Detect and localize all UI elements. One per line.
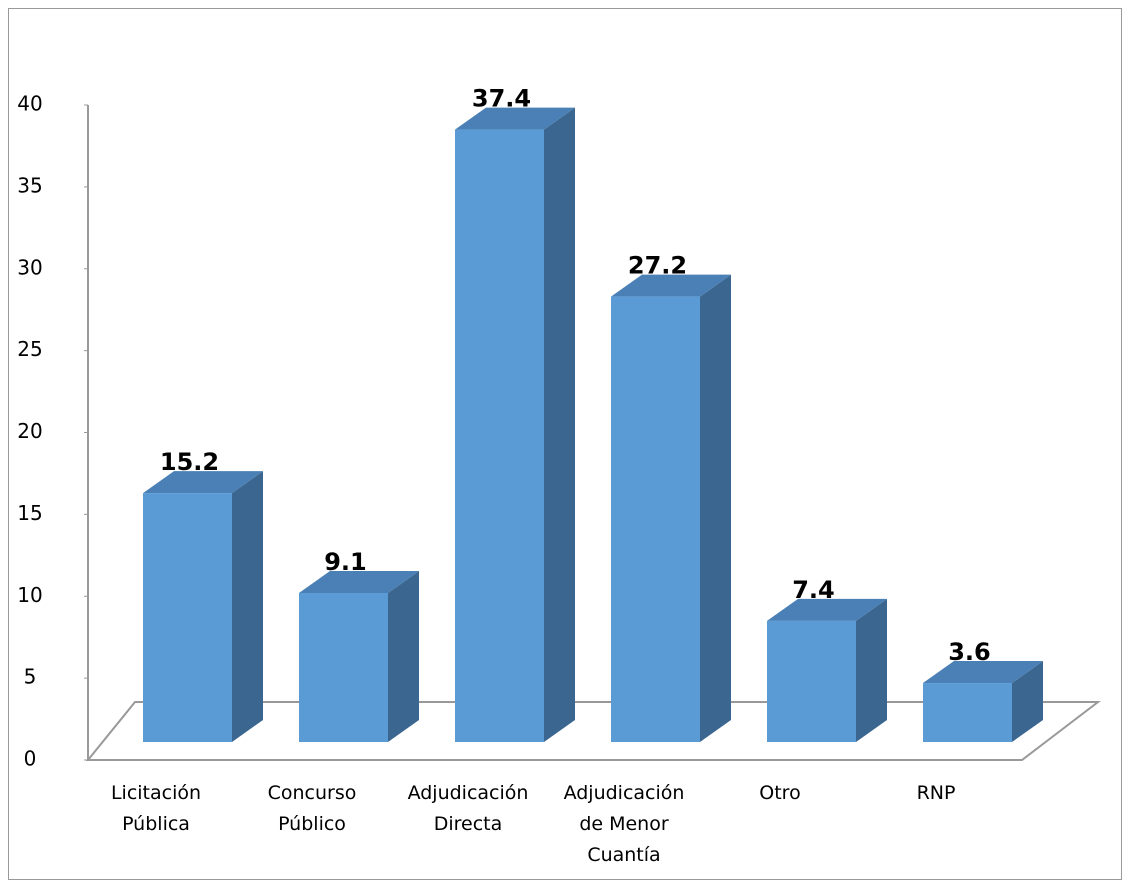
bar	[767, 620, 856, 742]
bar-top	[923, 661, 1043, 684]
data-label: 15.2	[160, 448, 219, 476]
bar-side	[856, 598, 887, 742]
y-tick-label: 40	[17, 92, 42, 116]
x-tick-label: Otro	[759, 782, 801, 804]
x-tick-label: Licitación Pública	[110, 782, 202, 835]
data-label: 9.1	[324, 548, 367, 576]
y-tick-label: 30	[17, 255, 42, 279]
x-tick-label: Adjudicación Directa	[407, 782, 529, 835]
bar-top	[299, 570, 419, 593]
bar-side	[1012, 661, 1043, 742]
floor	[85, 701, 1101, 761]
y-tick-label: 0	[24, 747, 37, 771]
bar	[611, 296, 700, 742]
y-tick-label: 25	[17, 337, 42, 361]
y-tick-label: 20	[17, 419, 42, 443]
bar-side	[232, 471, 263, 742]
y-tick-label: 10	[17, 583, 42, 607]
bar-side	[544, 107, 575, 742]
bar-top	[767, 598, 887, 621]
bar-top	[611, 274, 731, 297]
bar	[455, 129, 544, 742]
data-label: 7.4	[792, 576, 835, 604]
bar-side	[388, 570, 419, 742]
bar	[143, 493, 232, 742]
bar-top	[455, 107, 575, 130]
data-label: 27.2	[628, 252, 687, 280]
y-tick-label: 15	[17, 501, 42, 525]
x-tick-label: Adjudicación de Menor Cuantía	[563, 782, 685, 866]
bar	[299, 592, 388, 742]
bar	[923, 683, 1012, 742]
data-label: 37.4	[472, 85, 531, 113]
data-label: 3.6	[948, 638, 991, 666]
x-tick-label: Concurso Público	[267, 782, 357, 835]
x-tick-label: RNP	[916, 782, 956, 804]
bar-side	[700, 274, 731, 742]
y-tick-label: 5	[24, 665, 37, 689]
y-tick-label: 35	[17, 173, 42, 197]
bar-top	[143, 471, 263, 494]
